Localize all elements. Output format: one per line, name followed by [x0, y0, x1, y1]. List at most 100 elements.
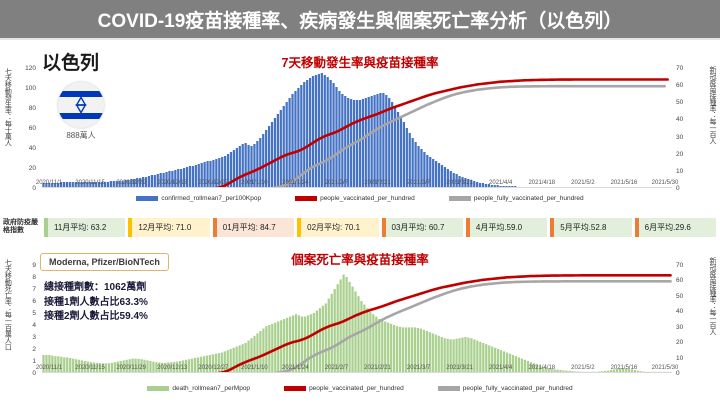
y-tick-label: 1	[32, 358, 36, 365]
x-tick-label: 2021/2/21	[364, 365, 391, 371]
x-tick-label: 2021/5/16	[610, 365, 638, 371]
mortality-y2-axis-label: 新冠疫苗接種率：每一百人	[709, 257, 716, 335]
bar-series	[42, 274, 672, 373]
legend-swatch	[295, 196, 318, 201]
mortality-chart-title: 個案死亡率與疫苗接種率	[291, 253, 429, 267]
total-doses-text: 總接種劑數：1062萬劑	[44, 282, 147, 293]
y-tick-label: 80	[28, 105, 36, 112]
mortality-plot-area	[42, 265, 672, 373]
x-tick-label: 2020/12/13	[157, 365, 188, 371]
y2-tick-label: 0	[676, 185, 680, 192]
legend-swatch	[437, 386, 460, 391]
y-tick-label: 0	[32, 370, 36, 377]
x-tick-label: 2021/5/16	[610, 180, 638, 186]
legend-label: people_vaccinated_per_hundred	[320, 195, 415, 202]
y-tick-label: 8	[32, 274, 36, 281]
incidence-x-ticks: 2020/11/1 2020/11/15 2020/11/29 2020/12/13 2…	[36, 180, 678, 192]
population-label: 888萬人	[66, 131, 96, 140]
legend-swatch	[147, 386, 170, 391]
x-tick-label: 2021/4/4	[489, 180, 513, 186]
incidence-chart-title: 7天移動發生率與疫苗接種率	[281, 56, 439, 70]
legend-swatch	[284, 386, 307, 391]
mortality-panel: Moderna, Pfizer/BioNTech 總接種劑數：1062萬劑 接種…	[0, 243, 720, 405]
x-tick-label: 2020/11/15	[75, 180, 105, 186]
legend-label: people_vaccinated_per_hundred	[309, 385, 404, 392]
line-series	[217, 274, 672, 373]
x-tick-label: 2020/12/27	[198, 180, 229, 186]
x-tick-label: 2021/3/7	[406, 180, 431, 186]
x-tick-label: 2021/2/7	[324, 180, 349, 186]
dose2-percent-text: 接種2劑人數占比59.4%	[44, 311, 148, 322]
legend-item: death_rollmean7_perMpop	[147, 385, 250, 392]
legend-label: people_fully_vaccinated_per_hundred	[462, 385, 573, 392]
y2-tick-label: 60	[676, 277, 684, 285]
incidence-legend: confirmed_rollmean7_per100Kpop people_vac…	[0, 195, 720, 202]
x-tick-label: 2021/1/10	[240, 180, 268, 186]
legend-item: people_fully_vaccinated_per_hundred	[448, 195, 584, 202]
y-tick-label: 6	[32, 298, 36, 305]
x-tick-label: 2021/1/10	[240, 365, 268, 371]
y2-tick-label: 20	[676, 150, 684, 158]
y-tick-label: 100	[25, 85, 36, 92]
x-tick-label: 2021/5/2	[571, 365, 595, 371]
dose1-percent-text: 接種1劑人數占比63.3%	[44, 296, 148, 308]
stringency-cell: 4月平均.59.0	[465, 217, 548, 237]
y-tick-label: 9	[32, 262, 36, 269]
y2-tick-label: 60	[676, 82, 684, 90]
legend-item: people_vaccinated_per_hundred	[284, 385, 404, 392]
israel-flag-icon	[58, 82, 104, 128]
legend-swatch	[448, 196, 471, 201]
x-tick-label: 2021/1/24	[282, 365, 309, 371]
slide-header: COVID-19疫苗接種率、疾病發生與個案死亡率分析（以色列）	[0, 0, 720, 38]
y-tick-label: 3	[32, 334, 36, 341]
y2-tick-label: 50	[676, 99, 684, 107]
incidence-panel: 以色列 888萬人 7天移動發生率與疫苗接種率 七天移動發生率：每十萬人 新冠疫…	[0, 40, 720, 212]
y2-tick-label: 30	[676, 323, 684, 331]
x-tick-label: 2020/11/29	[116, 365, 146, 371]
mortality-chart-svg	[42, 274, 672, 373]
x-tick-label: 2021/4/4	[489, 365, 513, 371]
stringency-cell: 03月平均: 60.7	[381, 217, 463, 237]
incidence-y2-axis-label: 新冠疫苗接種率：每一百人	[709, 66, 716, 144]
y-tick-label: 60	[28, 125, 36, 132]
x-tick-label: 2020/11/1	[35, 180, 63, 186]
vaccine-stats: 總接種劑數：1062萬劑 接種1劑人數占比63.3% 接種2劑人數占比59.4%	[44, 281, 148, 325]
x-tick-label: 2021/3/21	[446, 365, 474, 371]
legend-swatch	[136, 196, 159, 201]
mortality-legend: death_rollmean7_perMpop people_vaccinated…	[0, 385, 720, 392]
y2-tick-label: 0	[676, 370, 680, 377]
stringency-cell: 5月平均.52.8	[550, 217, 632, 237]
x-tick-label: 2021/5/2	[571, 180, 595, 186]
line-series	[215, 78, 669, 188]
x-tick-label: 2021/5/30	[651, 365, 679, 371]
x-tick-label: 2021/2/21	[364, 180, 391, 186]
y2-tick-label: 40	[676, 308, 684, 316]
y2-tick-label: 10	[676, 354, 684, 362]
legend-label: death_rollmean7_perMpop	[172, 385, 251, 392]
x-tick-label: 2020/12/27	[198, 365, 229, 371]
stringency-cells: 11月平均: 63.2 12月平均: 71.0 01月平均: 84.7 02月平均: …	[44, 217, 720, 237]
y-tick-label: 7	[32, 286, 36, 293]
country-name: 以色列	[42, 53, 100, 74]
y2-tick-label: 20	[676, 339, 684, 347]
line-series	[273, 280, 672, 373]
y2-tick-label: 30	[676, 133, 684, 141]
incidence-chart-svg	[42, 73, 672, 188]
legend-item: confirmed_rollmean7_per100Kpop	[136, 195, 261, 202]
x-tick-label: 2020/11/29	[116, 180, 146, 186]
vaccine-brand-badge: Moderna, Pfizer/BioNTech	[40, 253, 169, 271]
country-flag-block: 888萬人	[55, 82, 107, 141]
header-divider	[0, 38, 720, 40]
star-of-david-icon	[75, 96, 87, 114]
y2-tick-label: 70	[676, 65, 684, 72]
y2-tick-label: 70	[676, 262, 684, 269]
x-tick-label: 2021/5/30	[651, 180, 679, 186]
y-tick-label: 40	[28, 145, 36, 152]
stringency-cell: 6月平均.29.6	[634, 217, 716, 237]
stringency-cell: 12月平均: 71.0	[128, 217, 210, 237]
stringency-cell: 01月平均: 84.7	[212, 217, 295, 237]
legend-label: confirmed_rollmean7_per100Kpop	[161, 195, 262, 202]
x-tick-label: 2020/11/15	[75, 365, 105, 371]
x-tick-label: 2021/3/21	[446, 180, 474, 186]
